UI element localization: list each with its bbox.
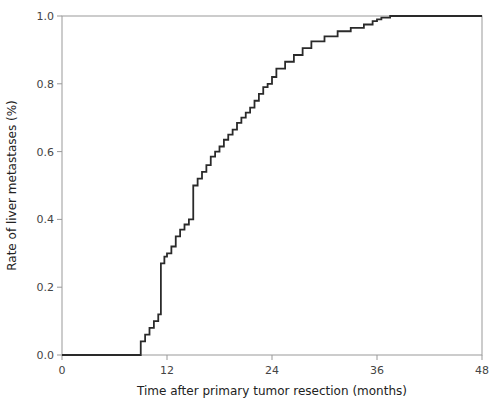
x-tick-label: 0 (59, 364, 66, 377)
x-tick-label: 24 (265, 364, 279, 377)
plot-frame (62, 16, 482, 355)
step-line (62, 16, 482, 355)
y-tick-label: 0.8 (37, 78, 55, 91)
y-tick (57, 83, 62, 84)
y-tick-label: 0.0 (37, 349, 55, 362)
y-tick-label: 1.0 (37, 10, 55, 23)
y-tick-label: 0.6 (37, 146, 55, 159)
x-tick-label: 36 (370, 364, 384, 377)
y-tick-label: 0.4 (37, 213, 55, 226)
y-axis-label: Rate of liver metastases (%) (5, 100, 19, 271)
y-tick (57, 219, 62, 220)
y-tick (57, 151, 62, 152)
x-axis-label: Time after primary tumor resection (mont… (136, 384, 407, 398)
y-tick (57, 287, 62, 288)
x-tick-label: 48 (475, 364, 489, 377)
x-tick (377, 355, 378, 360)
y-tick-label: 0.2 (37, 281, 55, 294)
plot-area (62, 16, 482, 355)
y-tick (57, 16, 62, 17)
x-tick (272, 355, 273, 360)
y-tick (57, 355, 62, 356)
chart: 0 12 24 36 48 0.0 0.2 0.4 0.6 0.8 1.0 Time after pr… (0, 0, 500, 407)
x-tick-label: 12 (160, 364, 174, 377)
x-tick (167, 355, 168, 360)
x-tick (482, 355, 483, 360)
